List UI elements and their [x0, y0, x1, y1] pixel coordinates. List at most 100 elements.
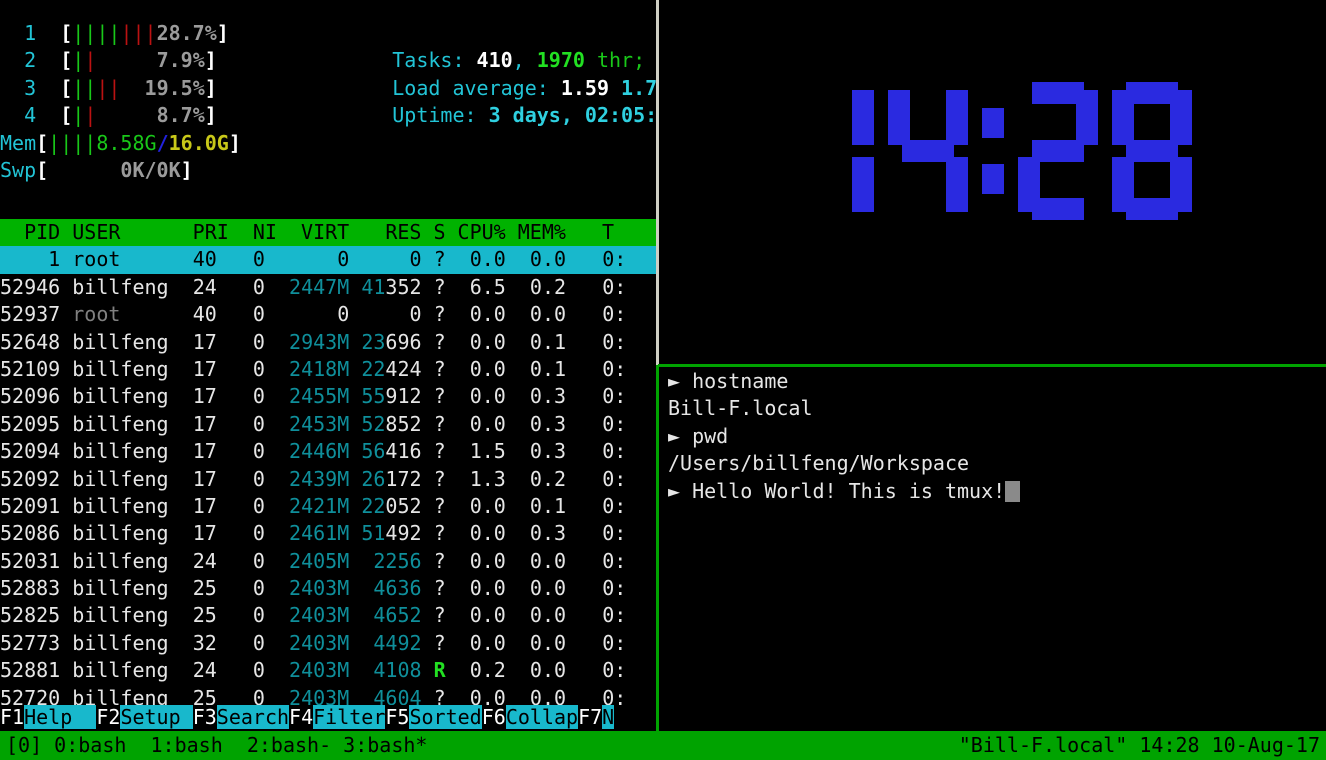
process-row[interactable]: 52883 billfeng 25 0 2403M 4636 ? 0.0 0.0… [0, 575, 657, 602]
process-mem: 0.3 [517, 411, 567, 436]
pane-divider-vertical-bottom[interactable] [656, 365, 659, 731]
process-row[interactable]: 1 root 40 0 0 0 ? 0.0 0.0 0: [0, 246, 657, 274]
process-ni: 0 [240, 630, 265, 655]
fkey-number[interactable]: F1 [0, 705, 25, 729]
process-row[interactable]: 52773 billfeng 32 0 2403M 4492 ? 0.0 0.0… [0, 630, 657, 657]
fkey-number[interactable]: F3 [192, 705, 217, 729]
meter-bracket-close: ] [204, 48, 217, 73]
process-row[interactable]: 52096 billfeng 17 0 2455M 55912 ? 0.0 0.… [0, 384, 627, 409]
process-cpu: 0.0 [457, 356, 506, 381]
tmux-window-list[interactable]: [0] 0:bash 1:bash 2:bash- 3:bash* [6, 732, 428, 757]
process-row[interactable]: 52946 billfeng 24 0 2447M 41352 ? 6.5 0.… [0, 274, 627, 299]
fkey-number[interactable]: F7 [578, 705, 603, 729]
process-pid: 52109 [0, 356, 61, 381]
fkey-number[interactable]: F2 [96, 705, 121, 729]
process-pid: 52825 [0, 603, 61, 628]
process-pid: 1 [0, 247, 61, 272]
process-time: 0: [602, 548, 627, 573]
process-ni: 0 [240, 274, 265, 299]
process-row[interactable]: 52881 billfeng 24 0 2403M 4108 R 0.2 0.0… [0, 657, 657, 684]
tasks-thr-label: thr; [584, 48, 657, 73]
process-state: ? [433, 411, 446, 436]
process-mem: 0.2 [517, 274, 567, 299]
process-user: billfeng [72, 411, 169, 436]
tmux-status-bar[interactable]: [0] 0:bash 1:bash 2:bash- 3:bash* "Bill-… [0, 731, 1326, 760]
fkey-number[interactable]: F5 [385, 705, 410, 729]
htop-pane[interactable]: 1 [|||||||28.7%] 2 [|| 7.9%] 3 [|||| 19.… [0, 0, 657, 731]
process-mem: 0.3 [517, 384, 567, 409]
process-virt: 2403M [277, 658, 350, 683]
process-pid: 52648 [0, 329, 61, 354]
process-time: 0: [602, 576, 627, 601]
function-key-bar[interactable]: F1Help F2Setup F3SearchF4FilterF5SortedF… [0, 704, 657, 731]
process-row[interactable]: 52095 billfeng 17 0 2453M 52852 ? 0.0 0.… [0, 411, 627, 436]
clock-pane[interactable] [660, 0, 1326, 363]
process-row[interactable]: 52937 root 40 0 0 0 ? 0.0 0.0 0: [0, 301, 657, 328]
process-pri: 32 [192, 630, 217, 655]
process-table[interactable]: 1 root 40 0 0 0 ? 0.0 0.0 0: 52946 billfe… [0, 246, 657, 712]
memory-meter: Mem[||||8.58G/16.0G] [0, 130, 241, 157]
fkey-number[interactable]: F4 [289, 705, 314, 729]
load-5min: 1.74 [621, 75, 657, 100]
process-state: ? [433, 493, 446, 518]
process-pid: 52883 [0, 576, 61, 601]
process-virt: 2461M [277, 521, 350, 546]
process-pri: 17 [192, 384, 217, 409]
process-user: billfeng [72, 548, 169, 573]
fkey-label[interactable]: Collap [505, 705, 579, 729]
fkey-label[interactable]: Help [24, 705, 97, 729]
process-row[interactable]: 52092 billfeng 17 0 2439M 26172 ? 1.3 0.… [0, 466, 627, 491]
process-time: 0: [602, 274, 627, 299]
process-mem: 0.0 [517, 576, 567, 601]
process-mem: 0.1 [517, 329, 567, 354]
process-row[interactable]: 52109 billfeng 17 0 2418M 22424 ? 0.0 0.… [0, 356, 627, 381]
fkey-label[interactable]: N [602, 705, 615, 729]
process-row[interactable]: 52094 billfeng 17 0 2446M 56416 ? 1.5 0.… [0, 439, 627, 464]
process-ni: 0 [240, 603, 265, 628]
cpu-meter-bars: ||||||| [72, 21, 157, 45]
process-row[interactable]: 52825 billfeng 25 0 2403M 4652 ? 0.0 0.0… [0, 602, 657, 629]
process-state: ? [433, 247, 446, 272]
process-table-header[interactable]: PID USER PRI NI VIRT RES S CPU% MEM% T [0, 219, 657, 247]
fkey-label[interactable]: Setup [120, 705, 193, 729]
meter-bracket-open: [ [60, 75, 73, 100]
shell-line-text: hostname [692, 369, 789, 393]
process-res: 0 [361, 247, 422, 272]
process-row[interactable]: 52648 billfeng 17 0 2943M 23696 ? 0.0 0.… [0, 329, 627, 354]
cpu-meter-bars: || [72, 48, 97, 73]
process-pri: 24 [192, 274, 217, 299]
fkey-label[interactable]: Sorted [409, 705, 482, 729]
shell-line-text: /Users/billfeng/Workspace [668, 451, 970, 476]
process-pid: 52773 [0, 630, 61, 655]
process-user: billfeng [72, 466, 169, 491]
load-average: Load average: 1.59 1.74 1. [320, 47, 657, 100]
process-user: billfeng [72, 603, 169, 628]
process-user: billfeng [72, 521, 169, 546]
process-row[interactable]: 52091 billfeng 17 0 2421M 22052 ? 0.0 0.… [0, 493, 627, 518]
uptime: Uptime: 3 days, 02:05:15 [320, 75, 657, 127]
tmux-status-right: "Bill-F.local" 14:28 10-Aug-17 [958, 732, 1320, 757]
process-row[interactable]: 52031 billfeng 24 0 2405M 2256 ? 0.0 0.0… [0, 548, 657, 575]
process-state: ? [433, 548, 446, 573]
shell-prompt-icon: ► [668, 423, 693, 448]
clock-digit [794, 82, 874, 220]
process-row[interactable]: 52086 billfeng 17 0 2461M 51492 ? 0.0 0.… [0, 521, 627, 546]
pane-divider-vertical-top[interactable] [656, 0, 659, 365]
process-cpu: 0.0 [457, 548, 506, 573]
process-cpu: 0.0 [457, 603, 506, 628]
process-ni: 0 [240, 466, 265, 491]
pane-divider-horizontal[interactable] [658, 364, 1326, 367]
shell-pane[interactable]: ► hostname Bill-F.local ► pwd/Users/billfe… [660, 368, 1326, 731]
process-virt: 2447M [277, 274, 350, 299]
fkey-label[interactable]: Filter [313, 705, 386, 729]
process-res: 4492 [373, 630, 422, 655]
meter-bracket-open: [ [36, 130, 49, 155]
fkey-number[interactable]: F6 [481, 705, 506, 729]
process-pri: 17 [192, 466, 217, 491]
process-cpu: 0.0 [457, 521, 506, 546]
process-state: ? [433, 356, 446, 381]
process-ni: 0 [240, 548, 265, 573]
fkey-label[interactable]: Search [216, 705, 290, 729]
meter-bracket-close: ] [216, 21, 229, 45]
process-pri: 24 [192, 658, 217, 683]
